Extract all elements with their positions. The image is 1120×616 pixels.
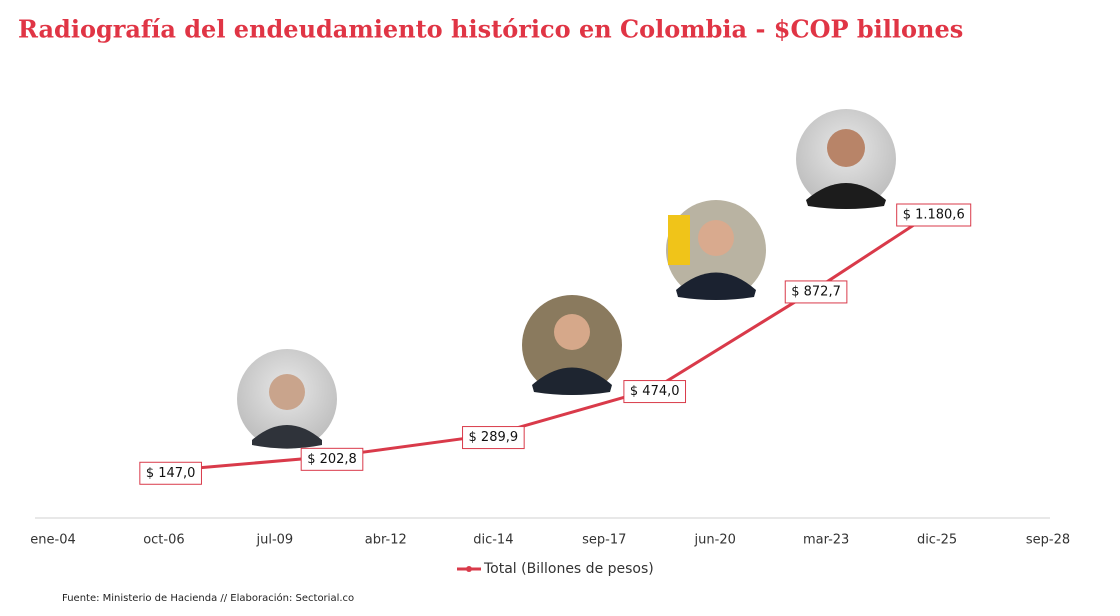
data-label: $ 1.180,6	[896, 203, 972, 227]
value-label: $ 289,9	[469, 430, 519, 445]
portrait	[796, 109, 896, 209]
label-box	[896, 203, 972, 227]
source-note: Fuente: Ministerio de Hacienda // Elabor…	[62, 592, 354, 604]
portrait	[237, 349, 337, 449]
label-box	[139, 461, 202, 485]
data-label: $ 289,9	[462, 426, 525, 450]
label-box	[300, 447, 364, 471]
portrait	[522, 295, 622, 395]
label-box	[784, 280, 848, 304]
x-tick-label: dic-25	[917, 533, 957, 548]
legend-swatch	[466, 566, 472, 572]
data-label: $ 872,7	[784, 280, 848, 304]
portrait	[666, 200, 766, 300]
x-tick-label: jun-20	[694, 533, 736, 548]
x-tick-label: ene-04	[30, 533, 75, 548]
x-tick-label: sep-28	[1026, 533, 1070, 548]
data-label: $ 202,8	[300, 447, 364, 471]
chart-title: Radiografía del endeudamiento histórico …	[18, 15, 963, 44]
value-label: $ 1.180,6	[903, 208, 965, 223]
label-box	[462, 426, 525, 450]
label-box	[623, 380, 687, 404]
legend-label: Total (Billones de pesos)	[483, 561, 654, 577]
x-tick-label: dic-14	[473, 533, 513, 548]
value-label: $ 147,0	[146, 466, 196, 481]
x-tick-label: oct-06	[143, 533, 184, 548]
value-label: $ 474,0	[630, 384, 680, 399]
x-tick-label: abr-12	[365, 533, 407, 548]
x-tick-label: mar-23	[803, 533, 849, 548]
value-label: $ 202,8	[307, 452, 357, 467]
value-label: $ 872,7	[791, 284, 841, 299]
x-tick-label: sep-17	[582, 533, 626, 548]
data-label: $ 147,0	[139, 461, 202, 485]
data-label: $ 474,0	[623, 380, 687, 404]
x-tick-label: jul-09	[256, 533, 294, 548]
